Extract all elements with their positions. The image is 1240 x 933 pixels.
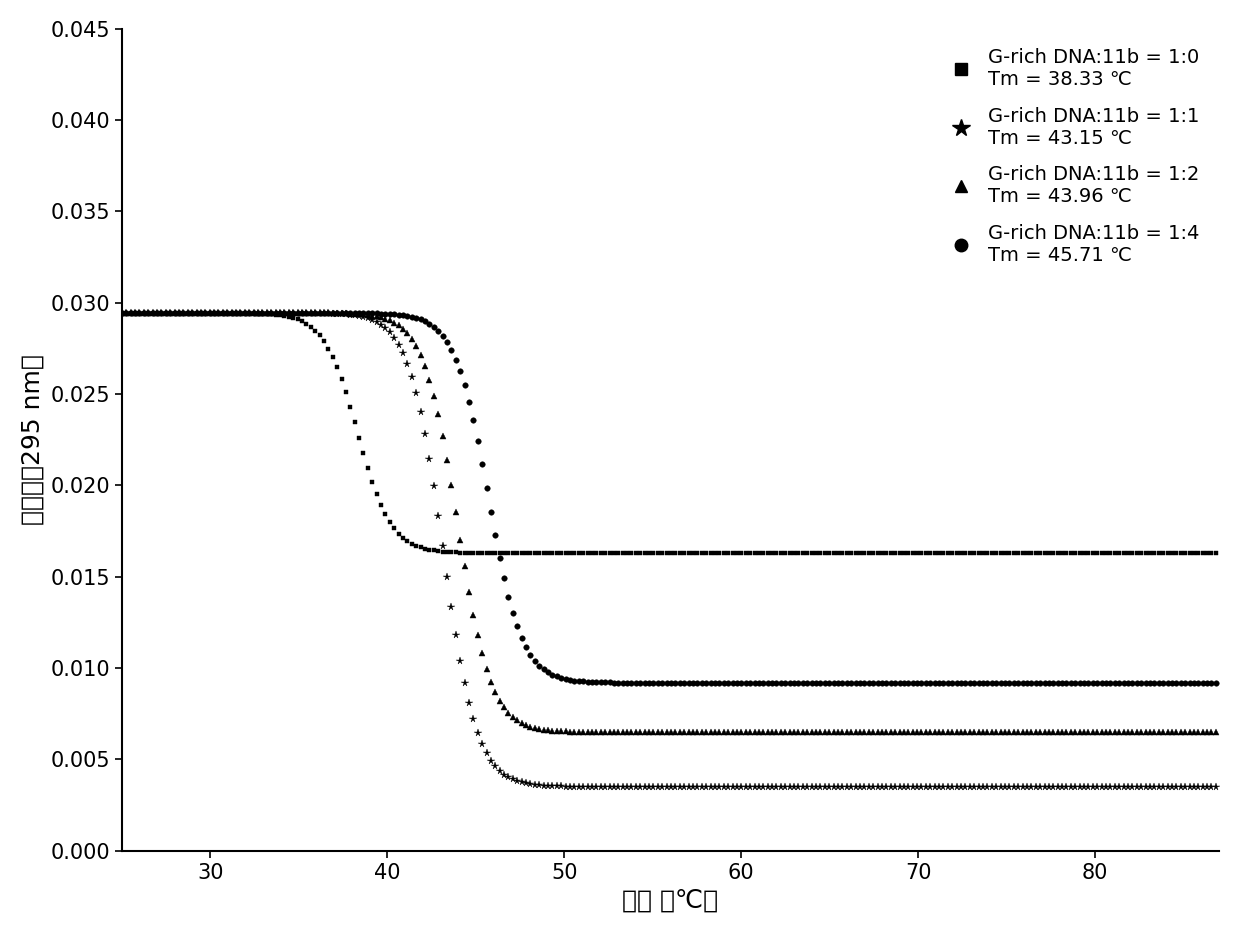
X-axis label: 温度 （℃）: 温度 （℃） [622,888,718,912]
Y-axis label: 吸光度（295 nm）: 吸光度（295 nm） [21,355,45,525]
Legend: G-rich DNA:11b = 1:0
Tm = 38.33 ℃, G-rich DNA:11b = 1:1
Tm = 43.15 ℃, G-rich DNA: G-rich DNA:11b = 1:0 Tm = 38.33 ℃, G-ric… [940,38,1209,274]
